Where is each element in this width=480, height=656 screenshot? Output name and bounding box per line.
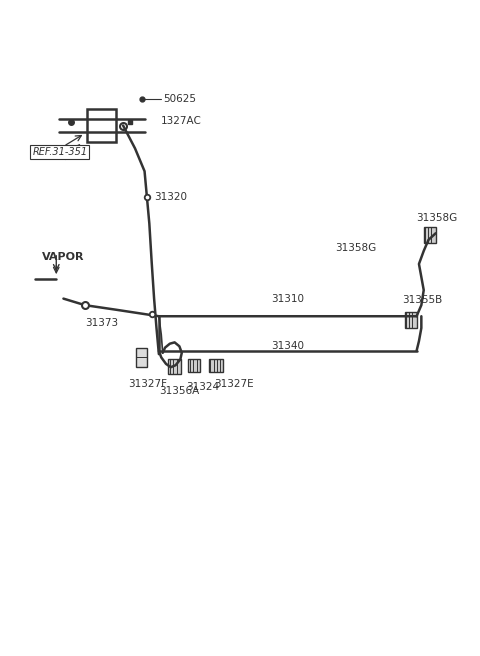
Text: VAPOR: VAPOR — [42, 253, 84, 262]
Text: 31373: 31373 — [85, 318, 118, 328]
Text: 31327E: 31327E — [214, 379, 253, 388]
Text: 31355B: 31355B — [402, 295, 443, 305]
Bar — [136, 348, 147, 367]
Text: 31310: 31310 — [271, 294, 304, 304]
Bar — [424, 227, 436, 243]
Text: 31320: 31320 — [154, 192, 187, 202]
Bar — [209, 359, 223, 373]
Text: 31324: 31324 — [187, 382, 220, 392]
Text: 50625: 50625 — [163, 94, 196, 104]
Bar — [189, 359, 200, 373]
Text: 31327F: 31327F — [128, 379, 167, 388]
Text: 31358G: 31358G — [417, 213, 458, 223]
Bar — [87, 109, 116, 142]
Text: 31358G: 31358G — [336, 243, 377, 253]
Text: 1327AC: 1327AC — [161, 116, 202, 126]
Bar — [405, 312, 417, 328]
Bar — [168, 359, 181, 374]
Text: REF.31-351: REF.31-351 — [33, 147, 87, 157]
Text: 31340: 31340 — [271, 341, 304, 352]
Text: 31356A: 31356A — [159, 386, 199, 396]
